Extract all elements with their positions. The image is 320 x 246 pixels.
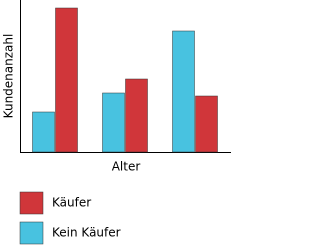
- legend-swatch: [19, 191, 44, 215]
- bar: [125, 78, 148, 153]
- bar: [172, 30, 195, 153]
- bar: [32, 111, 55, 153]
- x-axis-label: Alter: [112, 160, 141, 174]
- bar: [55, 7, 78, 153]
- bar: [102, 92, 125, 153]
- chart: Kundenanzahl Alter Kein Käufer Käufer: [2, 0, 231, 245]
- legend-label: Käufer: [52, 196, 91, 210]
- y-axis-label: Kundenanzahl: [2, 34, 16, 119]
- legend-swatch: [19, 221, 44, 245]
- bar: [195, 95, 218, 153]
- legend-label: Kein Käufer: [52, 226, 121, 240]
